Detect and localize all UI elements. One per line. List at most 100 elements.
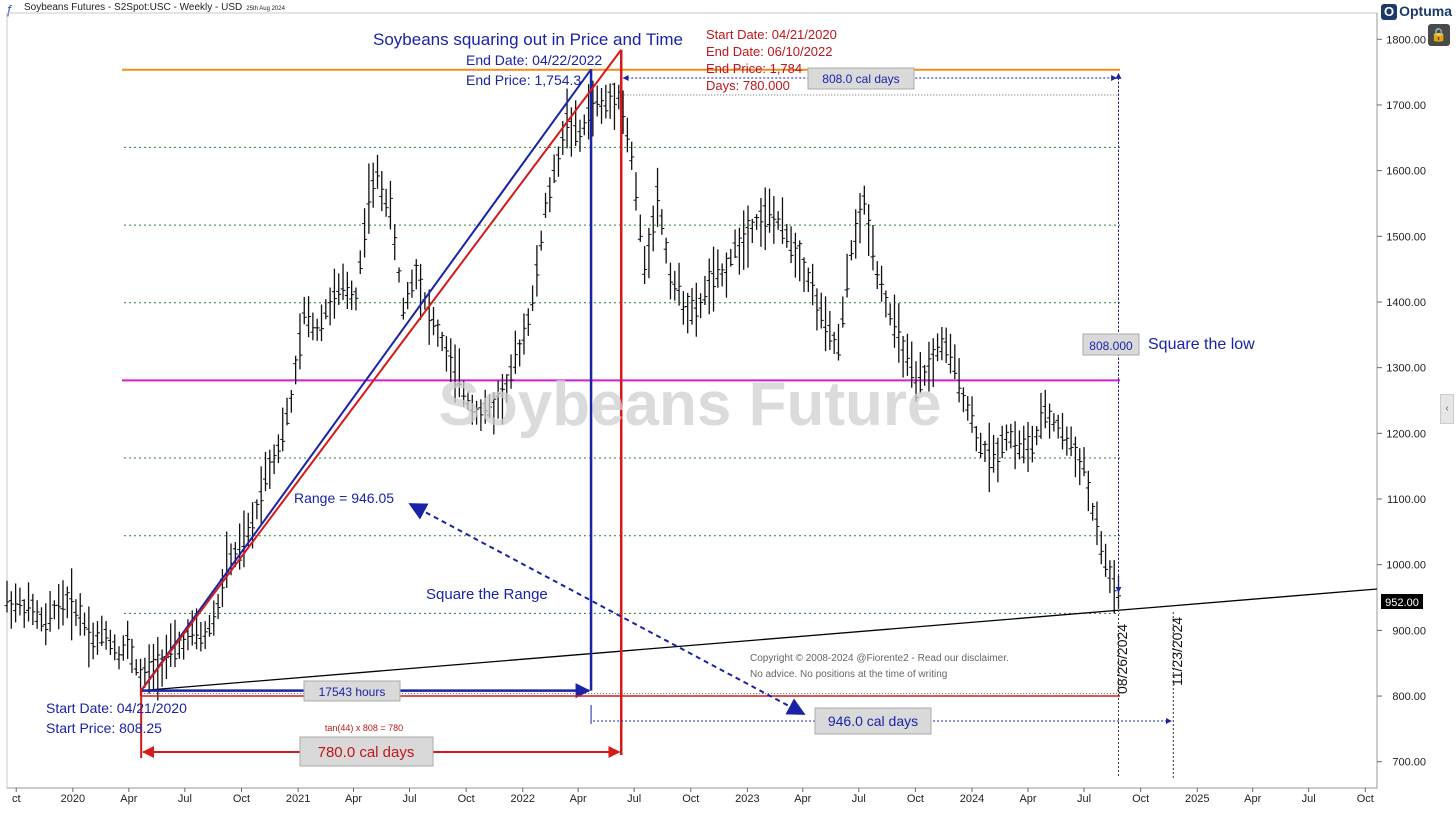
price-bar: [982, 440, 988, 463]
price-bar: [1029, 425, 1035, 463]
x-tick-label-18: Apr: [1019, 793, 1036, 805]
price-bar: [543, 192, 549, 218]
price-bar: [581, 114, 587, 136]
price-bar: [952, 344, 958, 380]
box-808: 808.000: [1089, 339, 1133, 353]
price-bar: [965, 395, 971, 421]
price-bar: [254, 499, 260, 520]
price-bar: [650, 205, 656, 252]
price-bar: [935, 333, 941, 362]
chart-header-date: 25th Aug 2024: [246, 6, 285, 12]
y-tick-label-1200: 1200.00: [1386, 428, 1426, 440]
box-946-days: 946.0 cal days: [828, 713, 918, 729]
price-bar: [284, 397, 290, 426]
price-bar: [525, 308, 531, 336]
price-bar: [198, 621, 204, 652]
price-bar: [538, 230, 544, 251]
annotation-red-days: Days: 780.000: [706, 78, 790, 93]
annotation-red-end-price: End Price: 1,784: [706, 61, 802, 76]
price-bar: [262, 451, 268, 492]
price-bar: [672, 270, 678, 301]
price-bar: [56, 584, 62, 630]
lock-icon[interactable]: 🔒: [1428, 24, 1450, 46]
projection-diagonal-red: [140, 49, 623, 692]
price-bar: [607, 83, 613, 119]
price-bar: [327, 287, 333, 326]
price-bar: [693, 282, 699, 337]
price-bar: [891, 294, 897, 348]
price-bar: [909, 341, 915, 388]
price-bar: [267, 449, 273, 489]
price-bar: [99, 615, 105, 646]
price-bar: [409, 269, 415, 298]
price-bar: [521, 313, 527, 355]
price-bar: [301, 296, 307, 325]
side-panel-toggle[interactable]: ‹: [1440, 394, 1454, 424]
price-bar: [426, 289, 432, 345]
y-tick-label-700: 700.00: [1392, 757, 1426, 769]
price-bar: [405, 281, 411, 310]
x-tick-label-17: 2024: [960, 793, 984, 805]
last-price-tag-bg: [1381, 594, 1423, 609]
price-bar: [922, 364, 928, 386]
price-bar: [754, 214, 760, 230]
price-bar: [848, 240, 854, 261]
price-bar: [758, 198, 764, 247]
price-bar: [1085, 470, 1091, 512]
annotation-square-range: Square the Range: [426, 586, 548, 603]
price-bar: [1072, 436, 1078, 478]
price-bar: [275, 434, 281, 464]
date-label-11-23-2024: 11/23/2024: [1169, 617, 1185, 686]
price-bar: [930, 338, 936, 388]
price-bar: [926, 341, 932, 392]
price-bar: [999, 425, 1005, 459]
price-bar: [491, 392, 497, 435]
price-bar: [960, 387, 966, 413]
price-bar: [43, 603, 49, 646]
price-bar: [978, 432, 984, 458]
price-bar: [1103, 543, 1109, 577]
price-bar: [82, 612, 88, 636]
price-bar: [594, 85, 600, 117]
price-bar: [831, 331, 837, 354]
price-bar: [547, 177, 553, 213]
price-bar: [810, 263, 816, 306]
price-bar: [120, 635, 126, 661]
price-bar: [30, 593, 36, 626]
price-bar: [297, 313, 303, 370]
price-bar: [599, 87, 605, 124]
chart-header-title: Soybeans Futures - S2Spot:USC - Weekly -…: [24, 2, 243, 13]
price-bar: [4, 580, 10, 613]
x-tick-label-14: Apr: [794, 793, 811, 805]
annotation-red-start-date: Start Date: 04/21/2020: [706, 27, 837, 42]
price-bar: [280, 407, 286, 452]
price-bar: [323, 299, 329, 320]
x-tick-label-12: Oct: [682, 793, 699, 805]
price-bar: [853, 209, 859, 259]
price-bar: [788, 226, 794, 264]
price-bar: [94, 621, 100, 655]
price-bar: [1034, 426, 1040, 446]
price-bar: [512, 330, 518, 374]
price-bar: [439, 331, 445, 352]
price-bar: [866, 204, 872, 257]
x-tick-label-3: Jul: [178, 793, 192, 805]
price-bar: [448, 338, 454, 383]
price-bar: [719, 263, 725, 287]
price-bar: [90, 622, 96, 660]
price-bar: [1047, 403, 1053, 439]
price-bar: [387, 180, 393, 230]
price-bar: [844, 253, 850, 298]
price-bar: [637, 214, 643, 242]
price-bar: [896, 303, 902, 363]
x-tick-label-4: Oct: [233, 793, 250, 805]
annotation-square-low: Square the low: [1148, 336, 1255, 353]
price-bar: [827, 310, 833, 350]
brand-name: Optuma: [1399, 3, 1452, 19]
price-bar: [310, 312, 316, 341]
price-bar: [1021, 425, 1027, 464]
price-bar: [392, 224, 398, 261]
price-bar: [775, 211, 781, 230]
price-bar: [603, 84, 609, 119]
